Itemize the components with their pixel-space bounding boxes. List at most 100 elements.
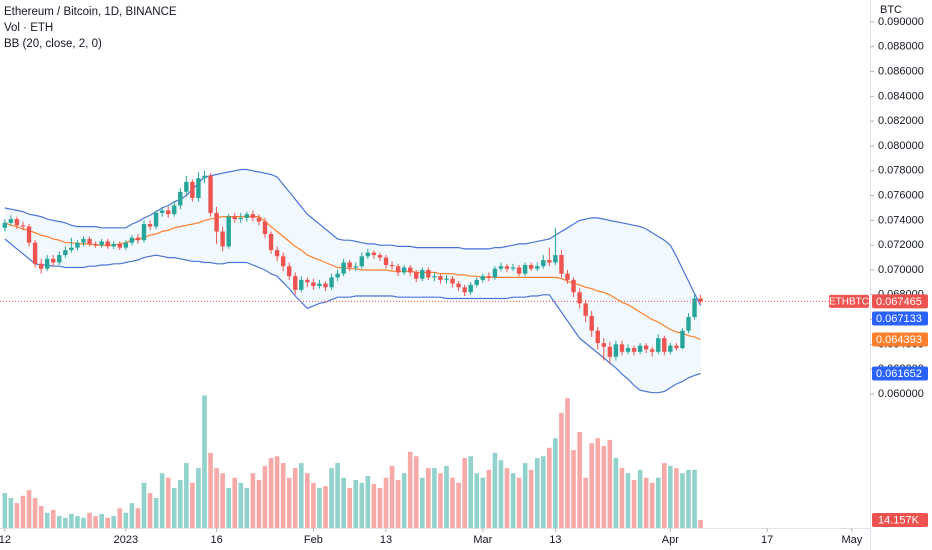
candle-body [117,243,122,248]
volume-bar [565,398,570,528]
candle-body [165,210,171,215]
candle-body [528,264,534,269]
volume-bar [686,469,691,528]
candle-body [159,210,165,213]
volume-bar [311,482,316,528]
x-tick-label: Apr [662,534,679,546]
volume-bar [383,477,389,528]
volume-bar [165,477,171,528]
candle-body [38,263,44,269]
volume-bar [450,477,455,528]
candle-body [643,345,649,350]
candle-body [135,237,141,241]
volume-bar [601,446,607,528]
candle-body [547,260,552,263]
volume-bar [571,450,576,528]
bb-upper-label-bg [872,311,928,326]
volume-bar [613,457,619,528]
symbol-tag-bg [829,294,869,308]
candle-body [698,298,703,302]
candle-body [129,237,135,243]
candle-body [395,266,401,273]
volume-bar [655,477,661,528]
candle-body [492,268,498,278]
candle-body [631,348,637,352]
volume-bar [286,477,292,528]
volume-bar [486,469,492,528]
candle-body [559,255,564,274]
candle-body [619,344,625,352]
candle-body [383,257,389,265]
volume-bar [553,438,558,528]
candle-body [99,241,104,246]
volume-bar [159,473,165,528]
volume-bar [619,468,625,528]
candle-body [69,247,74,251]
volume-bar [438,473,443,528]
volume-bar [522,463,528,528]
volume-bar [492,452,498,528]
candle-body [571,279,576,293]
volume-bar [577,432,582,528]
candle-body [105,241,110,247]
candle-body [668,345,673,352]
bb-basis-label-bg [872,332,928,347]
volume-bar [698,520,703,528]
y-tick-label: 0.080000 [878,140,924,152]
x-tick-label: 17 [761,534,773,546]
volume-bar [147,492,153,528]
volume-bar [208,452,213,528]
candle-body [589,315,594,331]
volume-bar [292,468,298,528]
volume-bar [196,468,201,528]
candle-body [57,255,62,263]
candle-body [81,238,86,243]
volume-bar [468,456,473,528]
bb-upper-label: 0.067133 [876,313,922,325]
volume-bar [389,465,395,528]
candle-body [347,262,352,268]
volume-bar [637,469,643,528]
y-tick-label: 0.074000 [878,214,924,226]
volume-bar [129,503,135,528]
volume-bar [534,457,540,528]
volume-bar [649,482,655,528]
y-tick-label: 0.084000 [878,90,924,102]
candle-body [353,266,358,268]
volume-bar [111,516,117,528]
candle-body [250,214,256,218]
volume-bar [371,483,377,528]
candle-body [286,266,292,277]
volume-bar [395,480,401,528]
volume-bar [153,498,159,528]
bb-lower-line [4,238,701,394]
volume-bar [69,513,74,528]
volume-bar [50,509,56,528]
x-tick-label: 2023 [114,534,138,546]
bb-basis-line [4,216,701,341]
candle-body [256,217,262,222]
candle-body [595,330,600,344]
volume-bar [220,473,225,528]
volume-bar [99,513,104,528]
volume-bar [589,443,594,528]
volume-bar [171,487,177,528]
volume-bar [298,463,304,528]
candle-body [516,267,522,274]
candle-body [498,266,504,269]
volume-bar [341,477,346,528]
candle-body [565,273,570,280]
y-tick-label: 0.076000 [878,189,924,201]
candle-body [420,269,425,279]
candle-body [232,216,237,220]
candle-body [480,276,485,280]
volume-bar [226,487,231,528]
volume-label-bg [872,513,928,527]
candle-body [462,287,467,293]
candle-body [656,338,661,352]
volume-bar [214,468,219,528]
candle-body [220,231,225,247]
candle-body [147,224,153,227]
volume-bar [607,439,613,528]
